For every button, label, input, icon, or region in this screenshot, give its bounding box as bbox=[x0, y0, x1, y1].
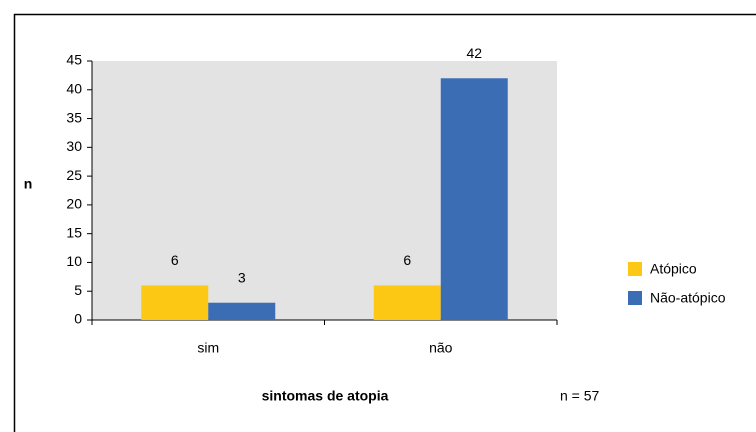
value-label: 3 bbox=[238, 269, 246, 285]
legend-swatch bbox=[628, 262, 642, 276]
y-tick-label: 25 bbox=[66, 167, 82, 183]
value-label: 6 bbox=[171, 252, 179, 268]
y-tick-label: 0 bbox=[74, 311, 82, 327]
x-tick-label: sim bbox=[197, 340, 219, 356]
value-label: 42 bbox=[466, 45, 482, 61]
bar bbox=[208, 302, 276, 320]
legend-label: Não-atópico bbox=[650, 290, 726, 306]
y-tick-label: 35 bbox=[66, 109, 82, 125]
bar bbox=[440, 78, 508, 321]
x-tick-label: não bbox=[429, 340, 453, 356]
y-tick-label: 5 bbox=[74, 282, 82, 298]
y-tick-label: 15 bbox=[66, 224, 82, 240]
legend-label: Atópico bbox=[650, 261, 697, 277]
value-label: 6 bbox=[403, 252, 411, 268]
annotation: n = 57 bbox=[560, 388, 600, 404]
y-tick-label: 30 bbox=[66, 138, 82, 154]
y-tick-label: 40 bbox=[66, 80, 82, 96]
y-axis-label: n bbox=[24, 176, 33, 192]
y-tick-label: 10 bbox=[66, 253, 82, 269]
y-tick-label: 45 bbox=[66, 52, 82, 68]
y-tick-label: 20 bbox=[66, 196, 82, 212]
legend-swatch bbox=[628, 291, 642, 305]
bar bbox=[141, 285, 209, 320]
bar bbox=[373, 285, 441, 320]
x-axis-label: sintomas de atopia bbox=[262, 388, 389, 404]
